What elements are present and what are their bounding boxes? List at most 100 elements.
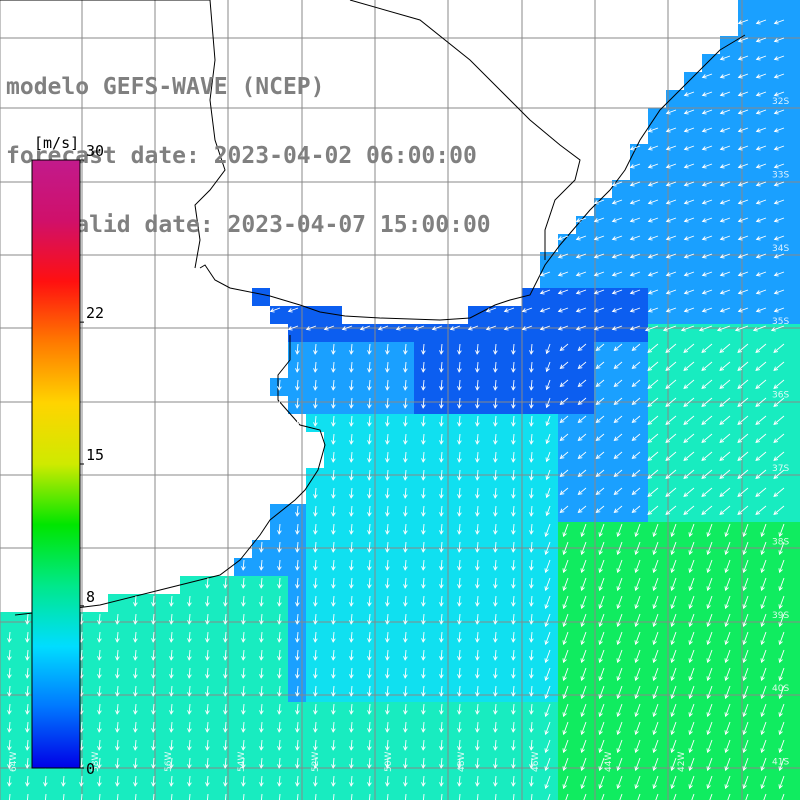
field-cell <box>684 270 702 288</box>
field-cell <box>774 576 792 594</box>
field-cell <box>648 270 666 288</box>
field-cell <box>774 612 792 630</box>
wind-arrow <box>701 361 713 371</box>
wind-arrow <box>25 721 30 733</box>
field-cell <box>666 234 684 252</box>
field-cell <box>666 468 684 486</box>
field-cell <box>774 720 792 738</box>
wind-arrow <box>493 631 498 643</box>
field-cell <box>468 792 486 800</box>
field-cell <box>666 432 684 450</box>
wind-arrow <box>385 541 390 553</box>
field-cell <box>720 468 738 486</box>
wind-arrow <box>529 541 534 553</box>
field-cell <box>36 792 54 800</box>
wind-arrow <box>706 523 713 538</box>
wind-arrow <box>171 793 173 800</box>
wind-arrow <box>577 433 587 442</box>
wind-arrow <box>413 325 425 331</box>
field-cell <box>684 468 702 486</box>
field-cell <box>684 342 702 360</box>
field-cell <box>684 378 702 396</box>
wind-arrow <box>385 433 390 445</box>
wind-arrow <box>503 325 515 331</box>
wind-arrow <box>367 613 372 625</box>
wind-arrow <box>261 793 263 800</box>
field-cell <box>738 522 756 540</box>
wind-arrow <box>223 757 228 769</box>
wind-arrow <box>241 739 246 751</box>
wind-arrow <box>701 145 713 151</box>
wind-arrow <box>595 379 605 388</box>
field-cell <box>576 432 594 450</box>
wind-arrow <box>755 415 767 425</box>
wind-arrow <box>706 703 713 718</box>
wind-arrow <box>277 595 282 607</box>
longitude-label: 42W <box>677 752 687 772</box>
longitude-label: 64W <box>9 752 19 772</box>
field-cell <box>648 396 666 414</box>
wind-arrow <box>367 685 372 697</box>
wind-arrow <box>439 577 444 589</box>
wind-arrow <box>331 703 336 715</box>
field-cell <box>576 306 594 324</box>
field-cell <box>234 792 252 800</box>
field-cell <box>756 756 774 774</box>
wind-arrow <box>652 523 659 538</box>
wind-arrow <box>763 793 767 800</box>
wind-arrow <box>724 685 731 700</box>
wind-arrow <box>367 595 372 607</box>
wind-arrow <box>773 343 785 353</box>
wind-arrow <box>760 541 767 556</box>
field-cell <box>72 792 90 800</box>
field-cell <box>702 270 720 288</box>
country-border <box>0 0 581 269</box>
wind-arrow <box>580 775 587 790</box>
wind-arrow <box>577 505 587 514</box>
field-cell <box>558 738 576 756</box>
field-cell <box>792 792 800 800</box>
wind-arrow <box>529 595 534 607</box>
field-cell <box>684 396 702 414</box>
wind-arrow <box>652 739 659 754</box>
title-model: modelo GEFS-WAVE (NCEP) <box>6 74 325 100</box>
wind-arrow <box>97 721 102 733</box>
wind-arrow <box>367 703 372 715</box>
field-cell <box>756 198 774 216</box>
wind-arrow <box>295 415 300 427</box>
field-cell <box>612 234 630 252</box>
wind-arrow <box>205 703 210 715</box>
wind-arrow <box>331 541 336 553</box>
field-cell <box>648 126 666 144</box>
field-cell <box>666 720 684 738</box>
wind-arrow <box>475 577 480 589</box>
wind-arrow <box>403 667 408 679</box>
field-cell <box>756 648 774 666</box>
wind-arrow <box>665 379 677 389</box>
wind-arrow <box>647 451 659 461</box>
wind-arrow <box>557 289 569 295</box>
wind-arrow <box>151 703 156 715</box>
field-cell <box>702 252 720 270</box>
wind-arrow <box>511 775 516 787</box>
latitude-label: 34S <box>772 244 789 254</box>
wind-arrow <box>133 685 138 697</box>
field-cell <box>792 162 800 180</box>
field-cell <box>360 792 378 800</box>
wind-arrow <box>439 613 444 625</box>
wind-arrow <box>385 739 390 751</box>
wind-arrow <box>781 793 785 800</box>
field-cell <box>630 648 648 666</box>
field-cell <box>792 648 800 666</box>
wind-arrow <box>315 793 317 800</box>
longitude-label: 44W <box>604 752 614 772</box>
wind-arrow <box>313 595 318 607</box>
wind-arrow <box>511 343 516 355</box>
wind-arrow <box>529 451 534 463</box>
wind-arrow <box>277 577 282 589</box>
wind-arrow <box>511 559 516 571</box>
wind-arrow <box>616 685 623 700</box>
field-cell <box>126 792 144 800</box>
wind-arrow <box>475 397 480 409</box>
field-cell <box>576 450 594 468</box>
